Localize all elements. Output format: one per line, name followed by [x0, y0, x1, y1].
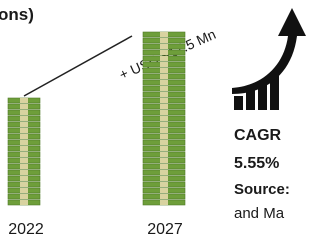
bill-band: [160, 164, 168, 169]
bill-band: [20, 140, 28, 145]
bill-band: [20, 164, 28, 169]
bill-band: [160, 128, 168, 133]
bill-band: [160, 194, 168, 199]
bill-band: [160, 116, 168, 121]
bill-band: [160, 104, 168, 109]
bill-band: [160, 200, 168, 205]
bill-band: [20, 188, 28, 193]
source-label: Source:: [234, 181, 290, 198]
bill-band: [160, 50, 168, 55]
bill-band: [160, 182, 168, 187]
bill-band: [160, 98, 168, 103]
bill-band: [20, 170, 28, 175]
bill-band: [160, 188, 168, 193]
cagr-label: CAGR: [234, 127, 282, 144]
bill-band: [160, 56, 168, 61]
bill-band: [20, 176, 28, 181]
bill-band: [20, 134, 28, 139]
growth-line: [24, 36, 132, 96]
bill-band: [20, 98, 28, 103]
bill-band: [160, 62, 168, 67]
bill-band: [160, 152, 168, 157]
bill-band: [160, 146, 168, 151]
bill-band: [160, 122, 168, 127]
bill-band: [160, 74, 168, 79]
bill-band: [160, 92, 168, 97]
bill-band: [20, 158, 28, 163]
bill-band: [160, 110, 168, 115]
money-stack: [8, 98, 40, 205]
bill-band: [160, 68, 168, 73]
year-label: 2022: [8, 221, 44, 238]
title: ons): [0, 5, 34, 24]
bill-band: [160, 38, 168, 43]
bill-band: [20, 128, 28, 133]
bill-band: [20, 194, 28, 199]
source-text: and Ma: [234, 205, 285, 222]
bill-band: [20, 152, 28, 157]
bill-band: [160, 134, 168, 139]
bill-band: [160, 44, 168, 49]
bill-band: [160, 158, 168, 163]
bill-band: [160, 170, 168, 175]
bill-band: [20, 182, 28, 187]
bill-band: [160, 140, 168, 145]
growth-icon: [232, 8, 306, 110]
bill-band: [20, 122, 28, 127]
year-label: 2027: [147, 221, 183, 238]
infographic: ons) + USD 817.5 Mn 2022 2027 CAGR 5.55%…: [0, 0, 308, 246]
money-stack: [143, 32, 185, 205]
bill-band: [20, 110, 28, 115]
bill-band: [160, 80, 168, 85]
cagr-value: 5.55%: [234, 155, 279, 172]
bill-band: [20, 200, 28, 205]
bill-band: [160, 32, 168, 37]
bill-band: [160, 176, 168, 181]
bill-band: [20, 104, 28, 109]
bill-band: [20, 146, 28, 151]
bill-band: [20, 116, 28, 121]
bill-band: [160, 86, 168, 91]
